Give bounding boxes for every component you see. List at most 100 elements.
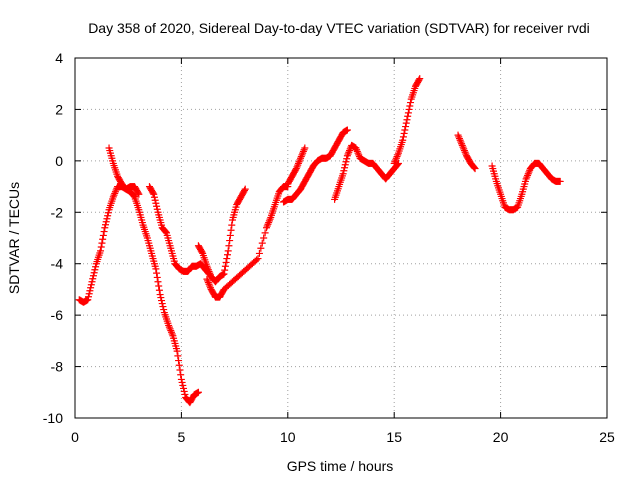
- data-point: [455, 133, 463, 141]
- data-point: [176, 366, 184, 374]
- data-point: [99, 235, 107, 243]
- axis-ticks: 0 5 10 15 20 25 -10 -8 -6 -4 -2 0 2 4: [43, 50, 615, 445]
- data-point: [343, 155, 351, 163]
- data-point: [152, 265, 160, 273]
- data-point: [470, 164, 478, 172]
- data-point: [292, 166, 300, 174]
- data-point: [415, 76, 423, 84]
- data-point: [99, 231, 107, 239]
- data-point: [400, 129, 408, 137]
- data-point: [149, 189, 157, 197]
- data-point: [205, 280, 213, 288]
- x-tick-label: 15: [386, 429, 402, 445]
- data-point: [391, 158, 399, 166]
- data-point: [455, 135, 463, 143]
- data-point: [525, 168, 533, 176]
- data-point: [293, 163, 301, 171]
- data-point: [203, 275, 211, 283]
- data-point: [253, 256, 261, 264]
- data-point: [226, 231, 234, 239]
- data-point: [393, 153, 401, 161]
- data-point: [180, 387, 188, 395]
- data-point: [159, 303, 167, 311]
- data-point: [111, 189, 119, 197]
- data-point: [399, 136, 407, 144]
- data-point: [166, 325, 174, 333]
- y-tick-label: 4: [55, 50, 63, 66]
- data-point: [178, 378, 186, 386]
- data-point: [299, 147, 307, 155]
- data-point: [177, 371, 185, 379]
- data-point: [461, 148, 469, 156]
- data-point: [181, 390, 189, 398]
- data-point: [227, 226, 235, 234]
- data-point: [135, 190, 143, 198]
- data-point: [204, 277, 212, 285]
- data-point: [294, 161, 302, 169]
- data-point: [85, 290, 93, 298]
- data-point: [404, 109, 412, 117]
- data-point: [299, 149, 307, 157]
- data-point: [89, 272, 97, 280]
- series-arc-8: [331, 141, 402, 203]
- data-point: [402, 119, 410, 127]
- data-point: [87, 281, 95, 289]
- data-point: [150, 190, 158, 198]
- data-point: [155, 282, 163, 290]
- data-point: [390, 159, 398, 167]
- data-point: [392, 156, 400, 164]
- x-tick-label: 10: [280, 429, 296, 445]
- data-point: [84, 293, 92, 301]
- data-point: [300, 146, 308, 154]
- data-point: [130, 192, 138, 200]
- data-point: [134, 189, 142, 197]
- data-point: [162, 228, 170, 236]
- series-arc-1: [75, 183, 143, 306]
- data-point: [167, 327, 175, 335]
- data-point: [91, 266, 99, 274]
- data-point: [255, 249, 263, 257]
- data-point: [167, 328, 175, 336]
- data-point: [97, 247, 105, 255]
- data-point: [177, 375, 185, 383]
- data-point: [206, 269, 214, 277]
- data-point: [86, 287, 94, 295]
- data-point: [158, 300, 166, 308]
- data-point: [101, 224, 109, 232]
- data-point: [297, 154, 305, 162]
- chart-title: Day 358 of 2020, Sidereal Day-to-day VTE…: [88, 20, 590, 36]
- data-point: [404, 112, 412, 120]
- data-point: [153, 273, 161, 281]
- data-point: [226, 237, 234, 245]
- series-arc-9: [390, 75, 424, 167]
- data-point: [342, 158, 350, 166]
- series-arc-4: [194, 185, 249, 286]
- data-point: [156, 291, 164, 299]
- data-point: [460, 145, 468, 153]
- data-point: [153, 202, 161, 210]
- series-arc-6: [280, 126, 351, 206]
- data-point: [198, 248, 206, 256]
- y-tick-label: 2: [55, 101, 63, 117]
- data-point: [103, 215, 111, 223]
- data-point: [522, 175, 530, 183]
- data-point: [157, 294, 165, 302]
- data-point: [204, 279, 212, 287]
- data-point: [524, 171, 532, 179]
- data-point: [153, 269, 161, 277]
- data-point: [471, 165, 479, 173]
- y-tick-label: -6: [51, 307, 64, 323]
- data-point: [174, 352, 182, 360]
- data-point: [88, 278, 96, 286]
- data-point: [462, 150, 470, 158]
- data-point: [459, 143, 467, 151]
- data-point: [151, 196, 159, 204]
- data-point: [263, 224, 271, 232]
- data-marks: [75, 75, 564, 407]
- y-tick-label: -10: [43, 410, 63, 426]
- data-point: [339, 170, 347, 178]
- data-point: [241, 186, 249, 194]
- data-point: [89, 275, 97, 283]
- data-point: [257, 244, 265, 252]
